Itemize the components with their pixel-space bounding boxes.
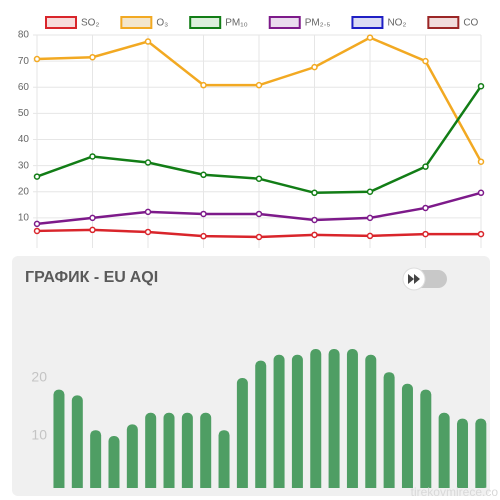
point	[200, 171, 207, 179]
legend-label: PM₂.₅	[305, 18, 331, 29]
line-chart: 10 20 30 40 50 60 70 80 SO₂ O₃ PM₁₀ PM₂.₅ NO₂ CO	[18, 16, 485, 248]
point	[255, 210, 263, 218]
point	[89, 214, 96, 222]
point	[33, 173, 41, 180]
point	[477, 230, 485, 238]
point	[366, 188, 374, 195]
point	[144, 38, 152, 45]
bar	[236, 378, 248, 488]
y-tick-label: 50	[18, 108, 30, 119]
point	[255, 175, 263, 182]
legend-swatch	[120, 16, 153, 29]
y-tick-label: 80	[18, 30, 30, 41]
bar	[291, 354, 303, 488]
point	[311, 189, 318, 197]
bar	[456, 418, 468, 488]
point	[366, 34, 374, 41]
point	[89, 53, 96, 61]
bar	[328, 349, 340, 488]
y-tick-label: 40	[18, 134, 30, 145]
legend-label: SO₂	[81, 18, 99, 29]
legend-label: CO	[463, 18, 478, 29]
point	[89, 153, 96, 160]
bar	[401, 383, 413, 488]
point	[311, 216, 318, 224]
bar	[53, 389, 65, 488]
legend-label: NO₂	[387, 18, 406, 29]
point	[255, 233, 263, 241]
point	[144, 228, 152, 236]
bar-chart: 10 20	[31, 349, 487, 488]
bar	[438, 412, 450, 488]
legend-swatch	[427, 16, 460, 29]
legend-swatch	[351, 16, 384, 29]
y-tick-label: 70	[18, 56, 30, 67]
point	[366, 214, 374, 222]
point	[477, 189, 485, 197]
point	[144, 159, 152, 166]
y-tick-label: 10	[18, 213, 30, 224]
point	[200, 81, 207, 89]
point	[89, 226, 96, 234]
point	[255, 81, 263, 89]
bar	[163, 412, 175, 488]
point	[422, 230, 429, 238]
point	[33, 227, 41, 235]
bar	[255, 360, 267, 488]
bar	[200, 412, 212, 488]
point	[200, 232, 207, 240]
bar	[475, 418, 487, 488]
toggle-icon	[408, 274, 420, 284]
bar	[346, 349, 358, 488]
legend-swatch	[45, 16, 77, 29]
bar	[145, 412, 157, 488]
bar	[126, 424, 138, 488]
bar	[420, 389, 432, 488]
card	[12, 256, 490, 496]
legend-swatch	[189, 16, 222, 29]
bar	[218, 430, 230, 488]
bar	[383, 372, 395, 488]
point	[33, 55, 41, 63]
point	[422, 163, 429, 170]
point	[422, 204, 429, 212]
card-title: ГРАФИК - EU AQI	[25, 269, 158, 286]
watermark: tirekovmirece.co	[411, 485, 499, 499]
y-tick-label: 20	[18, 186, 30, 197]
bar	[108, 436, 120, 488]
point	[311, 63, 318, 71]
point	[422, 57, 429, 65]
toggle[interactable]	[402, 267, 447, 291]
point	[33, 220, 41, 228]
legend-label: PM₁₀	[225, 18, 248, 29]
y-tick-label: 10	[31, 427, 47, 443]
y-tick-label: 30	[18, 160, 30, 171]
bar	[90, 430, 102, 488]
point	[144, 208, 152, 216]
point	[311, 231, 318, 239]
point	[200, 210, 207, 218]
bar	[181, 412, 193, 488]
point	[477, 82, 485, 90]
legend-label: O₃	[156, 18, 168, 29]
bar	[310, 349, 322, 488]
legend-swatch	[268, 16, 301, 29]
point	[477, 158, 485, 165]
bar	[273, 354, 285, 488]
y-tick-label: 60	[18, 82, 30, 93]
y-tick-label: 20	[31, 369, 47, 385]
bar	[71, 395, 83, 488]
bar	[365, 354, 377, 488]
point	[366, 232, 374, 240]
